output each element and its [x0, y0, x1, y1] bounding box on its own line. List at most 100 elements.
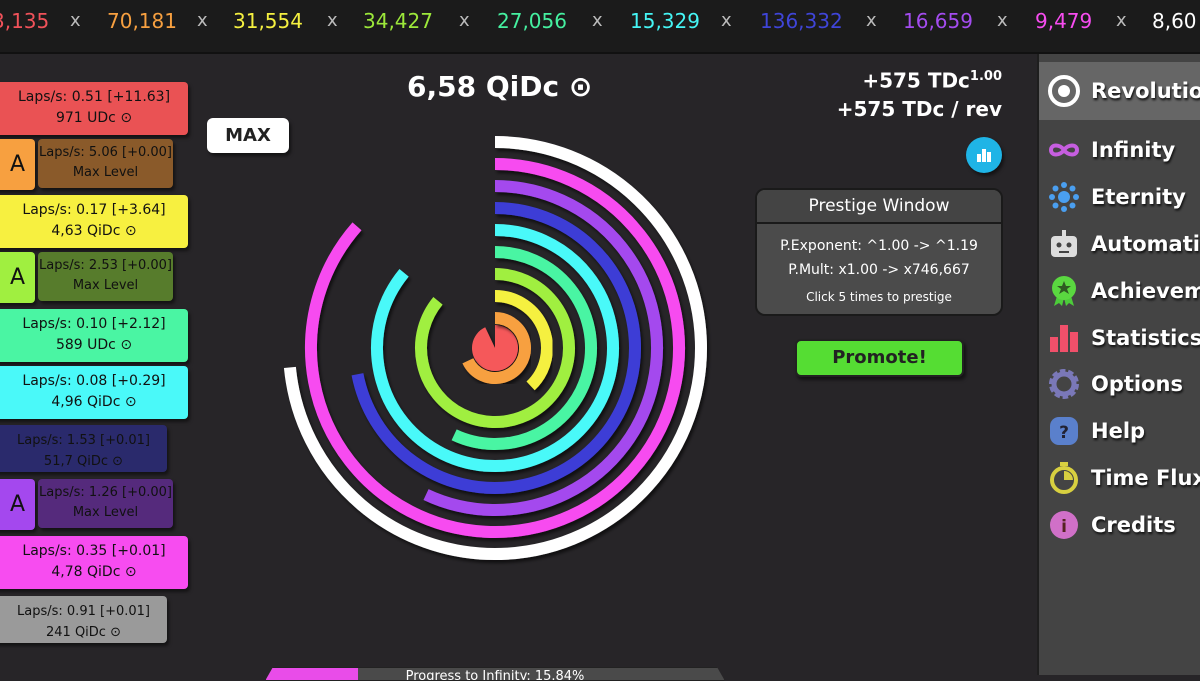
ring-progress-3 — [415, 268, 575, 428]
generator-buy-button[interactable]: Laps/s: 0.51 [+11.63] 971 UDc ⊙ — [0, 82, 188, 135]
generator-buy-button[interactable]: Laps/s: 0.35 [+0.01] 4,78 QiDc ⊙ — [0, 536, 188, 589]
eternity-icon — [1047, 180, 1081, 214]
sidebar-item-label: Automation — [1091, 231, 1200, 256]
bar-chart-icon — [977, 149, 991, 162]
prestige-note: Click 5 times to prestige — [806, 290, 952, 304]
infinity-icon — [1047, 133, 1081, 167]
sidebar-item-label: Revolution — [1091, 79, 1200, 103]
sidebar-item-label: Infinity — [1091, 138, 1176, 163]
sidebar-item-label: Help — [1091, 419, 1146, 444]
generator-cost: 51,7 QiDc ⊙ — [0, 451, 167, 472]
generator-max-level: Laps/s: 1.26 [+0.00] Max Level — [38, 479, 173, 528]
medal-icon — [1047, 274, 1081, 308]
svg-text:?: ? — [1059, 423, 1069, 443]
sidebar-item-label: Achievements — [1091, 278, 1200, 303]
cost-value: 589 UDc — [55, 337, 116, 353]
generator-cost: 4,78 QiDc ⊙ — [0, 562, 188, 583]
sidebar-item-label: Time Flux — [1091, 465, 1200, 490]
revolution-coin-icon: ⊙ — [124, 564, 137, 580]
generator-laps: Laps/s: 1.26 [+0.00] — [39, 485, 172, 500]
revolution-coin-icon: ⊙ — [568, 70, 593, 103]
ring-progress-9 — [283, 136, 707, 560]
sidebar-item-label: Statistics — [1091, 325, 1200, 350]
gain-display: +575 TDc1.00 +575 TDc / rev — [837, 63, 1002, 123]
prestige-window: Prestige Window P.Exponent: ^1.00 -> ^1.… — [755, 188, 1003, 316]
multiplier-value: 34,427 — [363, 9, 433, 33]
sidebar-item-statistics[interactable]: Statistics — [1039, 314, 1200, 361]
promote-button[interactable]: Promote! — [795, 339, 964, 377]
sidebar-item-options[interactable]: Options — [1039, 361, 1200, 408]
auto-toggle-button[interactable]: A — [0, 139, 35, 190]
generator-buy-button[interactable]: Laps/s: 0.91 [+0.01] 241 QiDc ⊙ — [0, 596, 167, 643]
sidebar-item-time-flux[interactable]: Time Flux — [1039, 454, 1200, 501]
ring-progress-7 — [423, 180, 663, 516]
multiplier-separator: x — [197, 10, 208, 31]
cost-value: 4,96 QiDc — [51, 394, 121, 410]
max-level-label: Max Level — [72, 165, 139, 180]
generator-buy-button[interactable]: Laps/s: 0.08 [+0.29] 4,96 QiDc ⊙ — [0, 366, 188, 419]
max-button[interactable]: MAX — [207, 118, 289, 153]
ring-progress-6 — [351, 202, 641, 494]
multiplier-separator: x — [1116, 10, 1127, 31]
generator-laps: Laps/s: 1.53 [+0.01] — [17, 433, 150, 448]
sidebar-item-eternity[interactable]: Eternity — [1039, 174, 1200, 221]
revolution-wheel[interactable] — [0, 0, 1000, 675]
stopwatch-icon — [1047, 461, 1081, 495]
revolution-coin-icon: ⊙ — [124, 223, 137, 239]
sidebar-item-automation[interactable]: Automation — [1039, 220, 1200, 267]
cost-value: 51,7 QiDc — [43, 454, 109, 469]
generator-buy-button[interactable]: Laps/s: 0.10 [+2.12] 589 UDc ⊙ — [0, 309, 188, 362]
sidebar-item-label: Credits — [1091, 512, 1176, 537]
revolution-coin-icon: ⊙ — [124, 394, 137, 410]
multiplier-separator: x — [721, 10, 732, 31]
multiplier-separator: x — [70, 10, 81, 31]
robot-icon — [1047, 227, 1081, 261]
sidebar-item-credits[interactable]: i Credits — [1039, 501, 1200, 548]
currency-amount: 6,58 QiDc — [407, 70, 560, 103]
generator-max-level: Laps/s: 2.53 [+0.00] Max Level — [38, 252, 173, 301]
currency-display: 6,58 QiDc ⊙ — [407, 70, 592, 103]
sidebar: Revolution Infinity Eternity Automation Achi… — [1037, 54, 1200, 675]
multiplier-value: 9,479 — [1035, 9, 1093, 33]
ring-progress-4 — [451, 246, 597, 450]
stats-chart-button[interactable] — [966, 137, 1002, 173]
svg-text:i: i — [1061, 517, 1067, 537]
multiplier-bar: 3,135 x 70,181 x 31,554 x 34,427 x 27,056 x 15,329… — [0, 0, 1200, 54]
multiplier-value: 31,554 — [233, 9, 303, 33]
ring-progress-0 — [471, 325, 518, 371]
generator-laps: Laps/s: 0.17 [+3.64] — [22, 202, 166, 218]
revolution-coin-icon: ⊙ — [120, 337, 133, 353]
sidebar-item-label: Options — [1091, 372, 1183, 397]
info-icon: i — [1047, 508, 1081, 542]
prestige-mult: P.Mult: x1.00 -> x746,667 — [788, 262, 970, 278]
generator-laps: Laps/s: 0.08 [+0.29] — [22, 373, 166, 389]
infinity-progress-bar: Progress to Infinity: 15.84% — [265, 667, 725, 681]
cost-value: 241 QiDc — [46, 625, 106, 640]
max-level-label: Max Level — [72, 505, 139, 520]
generator-cost: 971 UDc ⊙ — [0, 108, 188, 129]
generator-laps: Laps/s: 0.10 [+2.12] — [22, 316, 166, 332]
multiplier-separator: x — [327, 10, 338, 31]
generator-cost: 589 UDc ⊙ — [0, 335, 188, 356]
sidebar-item-help[interactable]: ? Help — [1039, 408, 1200, 455]
ring-progress-1 — [462, 312, 531, 384]
cost-value: 4,63 QiDc — [51, 223, 121, 239]
max-level-label: Max Level — [72, 278, 139, 293]
generator-cost: 241 QiDc ⊙ — [0, 622, 167, 643]
ring-progress-8 — [305, 158, 685, 538]
multiplier-value: 8,60 — [1152, 9, 1197, 33]
multiplier-separator: x — [866, 10, 877, 31]
generator-cost: 4,63 QiDc ⊙ — [0, 221, 188, 242]
multiplier-value: 136,332 — [760, 9, 843, 33]
sidebar-item-revolution[interactable]: Revolution — [1039, 62, 1200, 120]
auto-toggle-button[interactable]: A — [0, 479, 35, 530]
sidebar-item-label: Eternity — [1091, 185, 1186, 210]
generator-max-level: Laps/s: 5.06 [+0.00] Max Level — [38, 139, 173, 188]
auto-toggle-button[interactable]: A — [0, 252, 35, 303]
generator-buy-button[interactable]: Laps/s: 0.17 [+3.64] 4,63 QiDc ⊙ — [0, 195, 188, 248]
sidebar-item-infinity[interactable]: Infinity — [1039, 127, 1200, 174]
progress-label: Progress to Infinity: 15.84% — [405, 669, 585, 681]
multiplier-separator: x — [459, 10, 470, 31]
generator-buy-button[interactable]: Laps/s: 1.53 [+0.01] 51,7 QiDc ⊙ — [0, 425, 167, 472]
sidebar-item-achievements[interactable]: Achievements — [1039, 267, 1200, 314]
